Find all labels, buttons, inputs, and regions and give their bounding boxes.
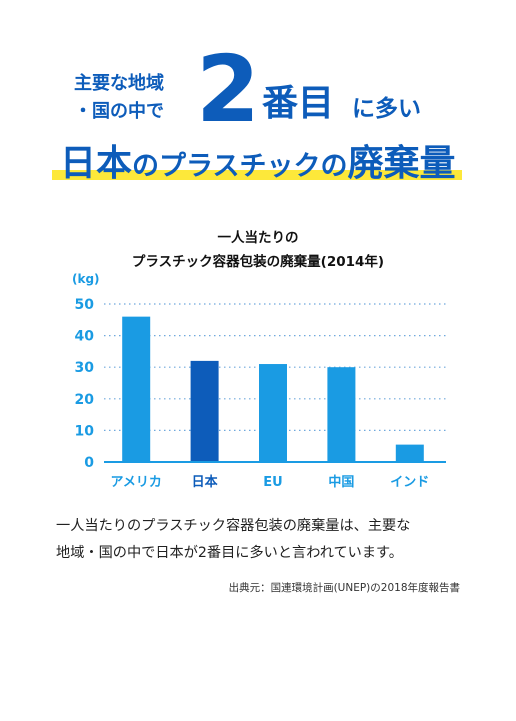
headline-line2: ・国の中で [74,101,164,122]
subtitle-waste: 廃棄量 [347,143,456,184]
y-tick-label: 10 [75,423,95,439]
body-line2: 地域・国の中で日本が2番目に多いと言われています。 [56,545,403,561]
source-note: 出典元：国連環境計画(UNEP)の2018年度報告書 [228,582,460,594]
body-text: 一人当たりのプラスチック容器包装の廃棄量は、主要な 地域・国の中で日本が2番目に… [56,513,476,567]
chart-title-line1: 一人当たりの [217,230,299,246]
bar [259,364,287,462]
chart-title-line2: プラスチック容器包装の廃棄量(2014年) [131,254,385,270]
subtitle-plastic: のプラスチックの [132,151,348,182]
bar [395,444,424,462]
x-category-label: 中国 [328,474,354,490]
bar [122,316,151,462]
headline-subtitle: 日本のプラスチックの廃棄量 [60,134,456,186]
headline-rank-word: 番目 [262,83,335,124]
bar [190,360,219,462]
x-category-label: 日本 [192,474,218,490]
y-tick-label: 0 [84,455,94,471]
x-category-label: インド [390,475,429,490]
headline-rank-number: 2 [196,36,261,143]
y-unit-label: (kg) [72,272,100,286]
subtitle-japan: 日本 [60,143,133,184]
bar [327,367,356,462]
x-category-label: アメリカ [111,475,162,490]
headline-line1: 主要な地域 [74,73,164,94]
y-tick-label: 20 [75,392,95,408]
headline-lead: 主要な地域 ・国の中で [74,70,164,126]
title-highlight-bar [52,170,462,180]
y-tick-label: 40 [75,329,95,345]
x-category-label: EU [263,475,282,490]
headline-suffix: に多い [352,96,421,122]
bar-chart: (kg) 0 10 20 30 40 50 アメリカ 日本 EU 中国 インド [72,272,446,490]
y-tick-label: 30 [75,360,95,376]
body-line1: 一人当たりのプラスチック容器包装の廃棄量は、主要な [56,518,411,534]
y-tick-label: 50 [75,297,95,313]
